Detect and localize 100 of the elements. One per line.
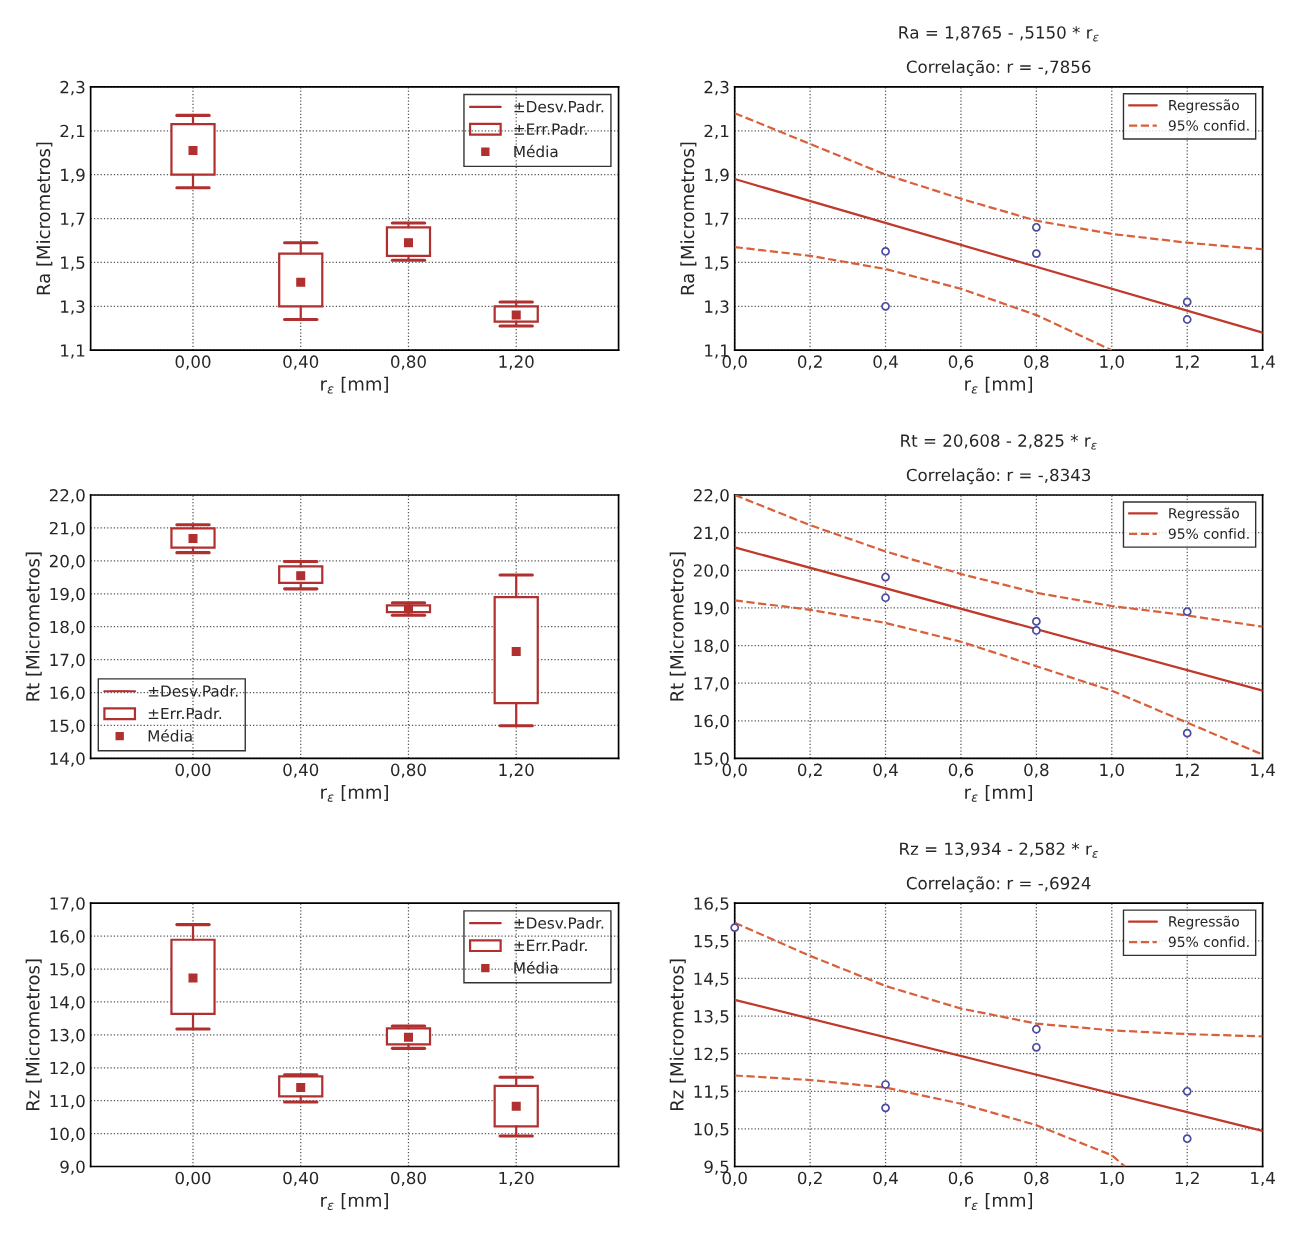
chart-subtitle: Correlação: r = -,8343 [906, 468, 1091, 485]
x-axis-title: r$_{ε}$ [mm] [965, 784, 1033, 802]
y-tick-label: 18,0 [50, 620, 85, 635]
y-tick-label: 14,0 [50, 752, 85, 767]
chart-title: Ra = 1,8765 - ,5150 * r$_{ε}$ [899, 26, 1099, 42]
x-tick-label: 0,6 [948, 1171, 974, 1186]
point [1182, 297, 1192, 307]
y-tick-label: 17,0 [50, 897, 85, 912]
y-tick-label: 16,0 [50, 686, 85, 701]
x-tick-label: 0,6 [948, 763, 974, 778]
y-tick-label: 17,0 [50, 653, 85, 668]
y-axis-title: Rz [Micrometros] [25, 959, 42, 1110]
x-tick-label: 0,80 [391, 763, 426, 778]
x-tick-label: 1,4 [1251, 763, 1275, 778]
x-tick-label: 0,80 [391, 1171, 426, 1186]
y-tick-label: 16,0 [50, 930, 85, 945]
y-tick-label: 16,0 [694, 714, 729, 730]
x-tick-label: 0,4 [873, 1171, 898, 1186]
chart-title: Rz = 13,934 - 2,582 * r$_{ε}$ [900, 842, 1098, 858]
x-tick-label: 1,4 [1251, 1171, 1275, 1186]
y-tick-label: 1,5 [705, 256, 729, 271]
point [1031, 617, 1041, 626]
y-tick-label: 2,1 [704, 124, 729, 140]
y-tick-label: 12,0 [50, 1061, 85, 1077]
point [1182, 1134, 1192, 1144]
point [881, 572, 890, 582]
x-tick-label: 0,00 [175, 763, 211, 778]
x-tick-label: 0,80 [391, 355, 426, 370]
y-tick-label: 17,0 [694, 677, 729, 692]
annotation: Média [148, 729, 192, 742]
point [881, 1080, 890, 1089]
legend-label: ±Err.Padr. [514, 939, 587, 952]
point [881, 593, 890, 603]
legend-label: Regressão [1169, 99, 1239, 114]
legend-label: ±Err.Padr. [148, 707, 222, 720]
y-tick-label: 1,9 [705, 168, 729, 183]
legend-label: ±Err.Padr. [514, 123, 587, 135]
point [1031, 249, 1041, 259]
legend-label: Regressão [1169, 507, 1239, 522]
x-tick-label: 0,2 [797, 1171, 822, 1186]
legend-label: Regressão [1169, 915, 1239, 930]
y-tick-label: 13,0 [50, 1028, 85, 1044]
x-axis-title: r$_{ε}$ [mm] [965, 376, 1033, 394]
x-tick-label: 1,20 [499, 1171, 534, 1186]
y-axis-title: Rz [Micrometros] [669, 959, 686, 1110]
chart-subtitle: Correlação: r = -,6924 [906, 876, 1091, 893]
point [881, 301, 890, 311]
x-tick-label: 1,2 [1175, 763, 1199, 778]
point [1182, 607, 1192, 617]
x-tick-label: 1,4 [1251, 355, 1275, 370]
x-tick-label: 0,2 [797, 355, 822, 370]
point [1031, 1042, 1041, 1052]
x-tick-label: 1,20 [499, 355, 534, 370]
x-tick-label: 1,2 [1175, 1171, 1199, 1186]
x-tick-label: 0,40 [283, 1171, 319, 1186]
point [1031, 222, 1041, 232]
legend-label: 95% confid. [1168, 528, 1249, 539]
x-tick-label: 1,2 [1175, 355, 1199, 370]
x-axis-title: r$_{ε}$ [mm] [321, 784, 388, 802]
y-tick-label: 1,5 [61, 256, 85, 271]
y-tick-label: 19,0 [50, 587, 85, 603]
y-tick-label: 19,0 [694, 601, 729, 617]
x-tick-label: 1,0 [1100, 1171, 1124, 1186]
legend-label: 95% confid. [1168, 119, 1249, 131]
x-tick-label: 1,0 [1100, 763, 1124, 778]
y-tick-label: 14,5 [694, 972, 729, 987]
annotation: Média [514, 144, 558, 158]
y-tick-label: 15,0 [50, 963, 85, 978]
x-tick-label: 0,00 [175, 355, 211, 370]
y-tick-label: 2,3 [704, 80, 729, 96]
point [1031, 626, 1041, 635]
y-tick-label: 1,9 [61, 168, 85, 183]
annotation: Média [514, 961, 558, 974]
legend-label: 95% confid. [1168, 936, 1249, 948]
y-tick-label: 15,5 [694, 935, 729, 950]
y-tick-label: 16,5 [694, 897, 729, 912]
point [881, 247, 890, 256]
annotation: ±Desv.Padr. [148, 684, 238, 697]
x-tick-label: 0,8 [1024, 355, 1049, 370]
x-tick-label: 0,40 [283, 763, 319, 778]
y-tick-label: 1,7 [61, 212, 85, 227]
y-tick-label: 22,0 [693, 489, 729, 504]
y-tick-label: 20,0 [49, 554, 85, 570]
x-tick-label: 0,4 [873, 763, 898, 778]
x-axis-title: r$_{ε}$ [mm] [321, 376, 388, 394]
y-tick-label: 15,0 [50, 719, 85, 734]
y-tick-label: 2,3 [60, 80, 85, 96]
x-tick-label: 0,00 [175, 1171, 211, 1186]
point [1182, 728, 1192, 738]
y-tick-label: 2,1 [60, 124, 85, 140]
x-tick-label: 1,0 [1100, 355, 1124, 370]
point [881, 1103, 890, 1113]
y-tick-label: 1,7 [705, 212, 729, 227]
y-tick-label: 11,5 [694, 1085, 729, 1100]
annotation: ±Desv.Padr. [514, 100, 604, 113]
annotation: ±Desv.Padr. [514, 916, 604, 929]
y-tick-label: 18,0 [694, 639, 729, 654]
y-tick-label: 11,0 [50, 1094, 85, 1109]
point [1182, 315, 1192, 324]
x-axis-title: r$_{ε}$ [mm] [321, 1193, 388, 1210]
